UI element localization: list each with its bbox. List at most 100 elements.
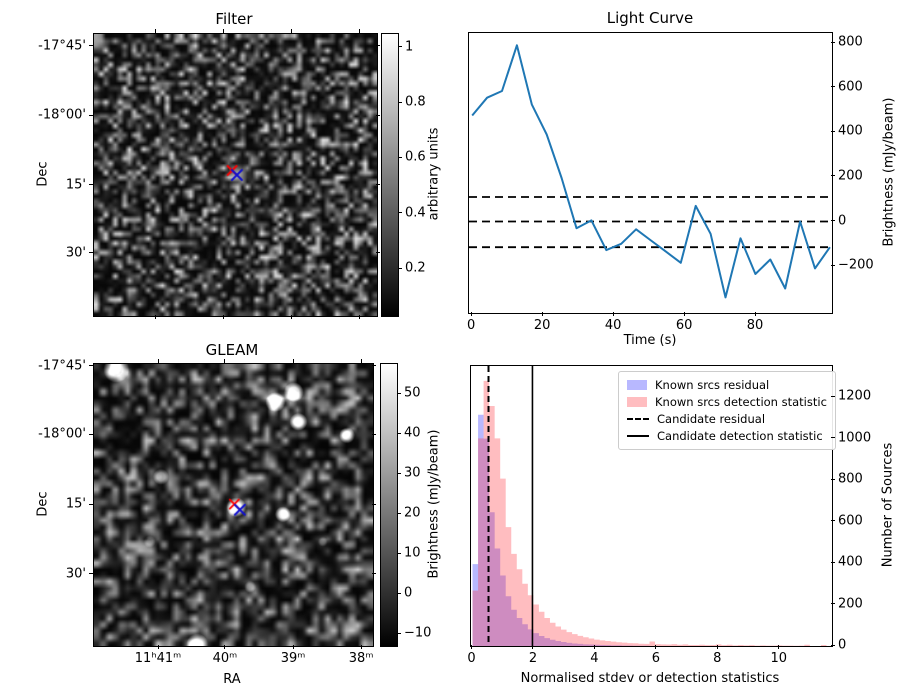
gleam-xlabel: RA [223,672,241,687]
tick-mark [398,267,402,269]
tick-label: 30' [65,245,86,261]
tick-label: -17°45' [38,38,86,54]
tick-label: 1000 [838,430,872,446]
tick-mark [376,45,380,47]
tick-mark [290,29,292,33]
tick-label: -18°00' [38,426,86,442]
tick-label: 6 [651,651,661,666]
tick-mark [593,645,595,649]
tick-label: 1200 [838,388,872,404]
tick-mark [831,478,835,480]
tick-mark [397,592,401,594]
tick-mark [360,359,362,363]
gleam-title: GLEAM [205,341,259,359]
tick-mark [831,520,835,522]
light-curve-ylabel: Brightness (mJy/beam) [881,97,897,247]
histogram-xlabel: Normalised stdev or detection statistics [520,671,780,686]
tick-mark [89,503,93,505]
tick-label: 400 [838,554,863,570]
tick-mark [398,156,402,158]
tick-mark [154,315,156,319]
tick-mark [831,41,835,43]
tick-label: 20 [404,505,421,521]
tick-label: 200 [838,596,863,612]
tick-mark [358,315,360,319]
tick-label: 0.2 [405,260,426,276]
tick-mark [398,101,402,103]
tick-mark [831,175,835,177]
legend-item-known-residual: Known srcs residual [627,378,827,392]
known-srcs-detection-swatch [627,397,647,407]
tick-label: 40 [404,425,421,441]
tick-mark [89,45,93,47]
tick-mark [224,645,226,649]
tick-label: 0 [404,585,413,601]
tick-mark [470,312,472,316]
tick-label: 8 [713,651,722,666]
tick-mark [372,433,376,435]
gleam-colorbar [380,363,398,647]
tick-mark [358,29,360,33]
tick-mark [655,645,657,649]
tick-mark [292,645,294,649]
tick-label: 11ʰ41ᵐ [134,651,182,666]
tick-label: 800 [838,34,863,50]
gleam-colorbar-label: Brightness (mJy/beam) [426,429,442,579]
gleam-image-panel [93,363,374,647]
tick-mark [716,645,718,649]
tick-label: 10 [770,651,788,666]
tick-label: −200 [838,257,874,273]
tick-label: 0 [467,651,476,666]
tick-mark [831,644,835,646]
tick-mark [612,312,614,316]
tick-mark [89,433,93,435]
light-curve-plot [469,44,832,299]
filter-image-panel [93,33,378,317]
tick-label: 2 [528,651,538,666]
tick-mark [398,46,402,48]
histogram-ylabel: Number of Sources [880,442,896,568]
tick-label: 0.8 [405,94,426,110]
tick-mark [754,312,756,316]
tick-label: -17°45' [38,358,86,374]
tick-mark [372,365,376,367]
tick-label: 40 [604,318,622,333]
gleam-ylabel: Dec [35,491,51,517]
known-srcs-residual-swatch [627,380,647,390]
tick-label: 20 [533,318,551,333]
tick-label: 38ᵐ [348,651,374,666]
tick-mark [831,130,835,132]
light-curve-title: Light Curve [606,9,694,27]
tick-mark [831,220,835,222]
tick-mark [778,645,780,649]
tick-mark [89,252,93,254]
tick-label: 50 [404,385,421,401]
legend-label: Candidate detection statistic [657,429,823,443]
tick-label: 39ᵐ [280,651,306,666]
tick-mark [831,86,835,88]
tick-label: 0 [467,318,476,333]
histogram-series-0 [472,414,650,646]
tick-mark [292,359,294,363]
tick-label: 0 [838,637,847,653]
tick-mark [831,437,835,439]
tick-mark [397,432,401,434]
tick-label: 800 [838,471,863,487]
legend-item-candidate-detection: Candidate detection statistic [627,429,827,443]
candidate-residual-line-swatch [627,418,649,420]
tick-label: 15' [65,177,86,193]
tick-mark [222,29,224,33]
light-curve-line [471,44,831,299]
tick-mark [831,395,835,397]
tick-label: 400 [838,123,863,139]
tick-label: 0 [838,213,847,229]
tick-mark [831,561,835,563]
tick-mark [398,212,402,214]
tick-mark [471,645,473,649]
tick-label: 200 [838,168,863,184]
tick-mark [683,312,685,316]
tick-mark [372,573,376,575]
tick-mark [397,472,401,474]
tick-label: 10 [404,545,421,561]
